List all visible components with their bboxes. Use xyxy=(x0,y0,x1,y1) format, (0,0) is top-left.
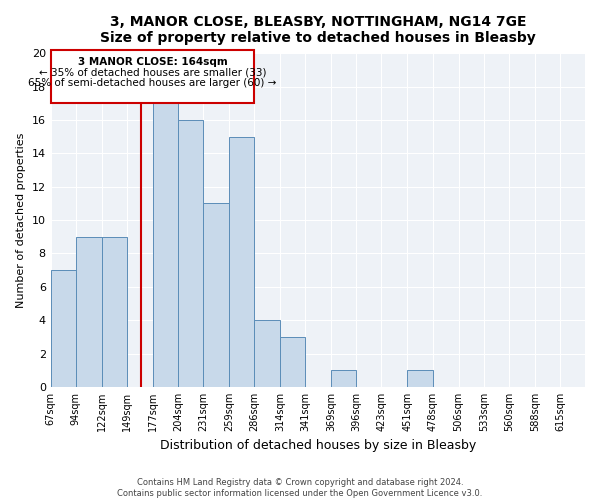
Bar xyxy=(178,120,203,387)
Title: 3, MANOR CLOSE, BLEASBY, NOTTINGHAM, NG14 7GE
Size of property relative to detac: 3, MANOR CLOSE, BLEASBY, NOTTINGHAM, NG1… xyxy=(100,15,536,45)
Bar xyxy=(203,204,229,387)
Y-axis label: Number of detached properties: Number of detached properties xyxy=(16,132,26,308)
Bar xyxy=(407,370,433,387)
Text: ← 35% of detached houses are smaller (33): ← 35% of detached houses are smaller (33… xyxy=(38,68,266,78)
Text: 3 MANOR CLOSE: 164sqm: 3 MANOR CLOSE: 164sqm xyxy=(77,56,227,66)
Text: Contains HM Land Registry data © Crown copyright and database right 2024.
Contai: Contains HM Land Registry data © Crown c… xyxy=(118,478,482,498)
FancyBboxPatch shape xyxy=(50,50,254,104)
Bar xyxy=(280,337,305,387)
Text: 65% of semi-detached houses are larger (60) →: 65% of semi-detached houses are larger (… xyxy=(28,78,277,88)
Bar xyxy=(102,237,127,387)
Bar xyxy=(76,237,102,387)
Bar xyxy=(153,86,178,387)
X-axis label: Distribution of detached houses by size in Bleasby: Distribution of detached houses by size … xyxy=(160,440,476,452)
Bar xyxy=(50,270,76,387)
Bar xyxy=(254,320,280,387)
Bar xyxy=(331,370,356,387)
Bar xyxy=(229,136,254,387)
